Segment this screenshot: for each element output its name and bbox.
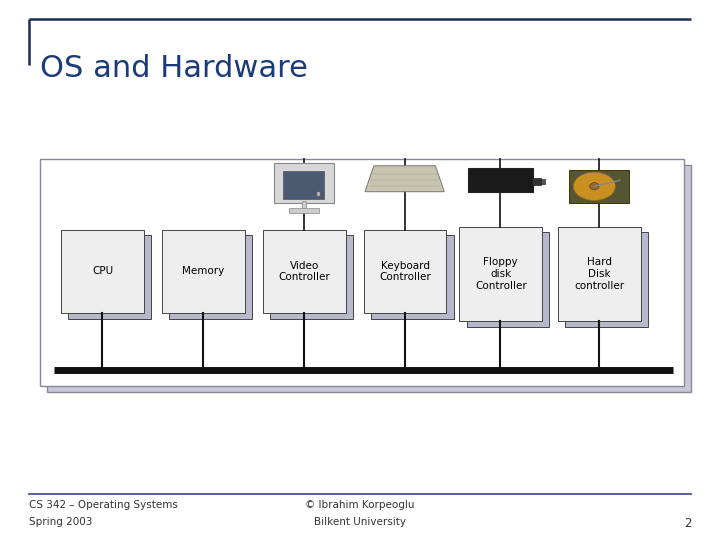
Polygon shape <box>365 166 444 192</box>
Text: Keyboard
Controller: Keyboard Controller <box>379 261 431 282</box>
Bar <box>61 230 144 313</box>
Bar <box>371 235 454 319</box>
Bar <box>459 227 542 321</box>
Bar <box>565 232 648 327</box>
Text: CS 342 – Operating Systems: CS 342 – Operating Systems <box>29 500 178 510</box>
Text: OS and Hardware: OS and Hardware <box>40 54 307 83</box>
Text: Hard
Disk
controller: Hard Disk controller <box>575 258 624 291</box>
Bar <box>68 235 151 319</box>
Bar <box>532 178 541 185</box>
Text: Floppy
disk
Controller: Floppy disk Controller <box>475 258 526 291</box>
Bar <box>364 230 446 313</box>
Ellipse shape <box>590 183 599 190</box>
Bar <box>169 235 252 319</box>
Bar <box>467 232 549 327</box>
Text: 2: 2 <box>684 517 691 530</box>
Bar <box>318 192 320 195</box>
Bar <box>274 164 333 202</box>
Bar <box>162 230 245 313</box>
Bar <box>263 230 346 313</box>
Text: Memory: Memory <box>182 266 225 276</box>
Bar <box>47 165 691 392</box>
Bar <box>40 159 684 386</box>
Bar <box>270 235 353 319</box>
Bar <box>541 179 545 184</box>
Bar <box>558 227 641 321</box>
Bar <box>569 170 629 202</box>
Ellipse shape <box>573 172 616 200</box>
Text: Spring 2003: Spring 2003 <box>29 517 92 528</box>
Text: © Ibrahim Korpeoglu: © Ibrahim Korpeoglu <box>305 500 415 510</box>
Text: Bilkent University: Bilkent University <box>314 517 406 528</box>
Bar <box>468 168 533 192</box>
Bar <box>284 171 324 199</box>
Text: CPU: CPU <box>92 266 113 276</box>
Text: Video
Controller: Video Controller <box>279 261 330 282</box>
Bar <box>302 201 306 210</box>
Bar <box>289 208 319 213</box>
